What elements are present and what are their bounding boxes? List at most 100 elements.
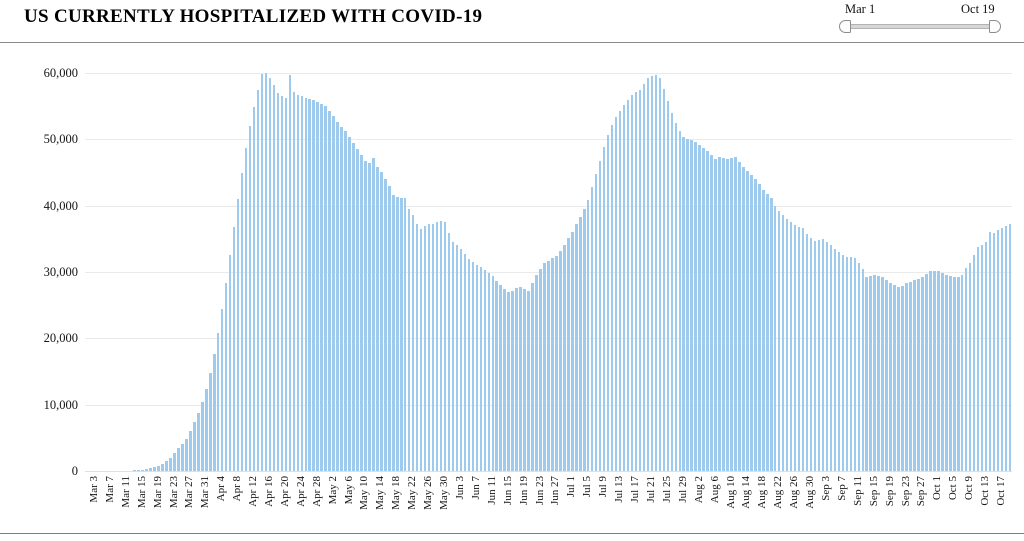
bar bbox=[821, 238, 825, 471]
bar bbox=[205, 389, 208, 471]
bar bbox=[702, 147, 705, 471]
bar bbox=[586, 199, 590, 471]
bar bbox=[165, 460, 168, 471]
bar bbox=[750, 175, 753, 471]
gridline bbox=[85, 205, 1012, 207]
bar bbox=[372, 157, 375, 471]
bar bbox=[1000, 228, 1004, 471]
bar bbox=[968, 262, 972, 471]
gridline bbox=[85, 73, 1012, 74]
bar bbox=[340, 127, 343, 471]
bar bbox=[284, 98, 288, 471]
bar bbox=[742, 166, 745, 471]
bar bbox=[833, 249, 837, 471]
x-axis-tick-label: Apr 16 bbox=[263, 476, 275, 507]
bar bbox=[933, 270, 936, 471]
slider-handle-start[interactable] bbox=[839, 20, 851, 33]
bar bbox=[650, 75, 654, 471]
x-axis-tick-label: Sep 27 bbox=[915, 476, 928, 507]
bar bbox=[590, 187, 594, 471]
bar bbox=[1004, 226, 1008, 471]
bar bbox=[415, 223, 419, 471]
bar bbox=[980, 244, 984, 471]
x-axis-tick-label: Apr 28 bbox=[310, 476, 323, 507]
bar bbox=[710, 154, 713, 471]
bar bbox=[181, 443, 184, 471]
bar bbox=[531, 282, 534, 471]
bar bbox=[296, 94, 300, 471]
bar bbox=[467, 258, 471, 471]
gridline bbox=[85, 471, 1012, 472]
x-axis-tick-label: Mar 3 bbox=[87, 476, 100, 503]
bar bbox=[157, 466, 160, 471]
bar bbox=[841, 254, 845, 471]
bar bbox=[658, 77, 662, 471]
y-axis-tick-label: 20,000 bbox=[43, 331, 78, 346]
bar bbox=[495, 281, 498, 471]
bar bbox=[145, 469, 148, 471]
bar bbox=[674, 123, 678, 471]
bar bbox=[805, 233, 809, 471]
bar bbox=[264, 73, 268, 471]
bar bbox=[185, 438, 188, 471]
bar bbox=[403, 198, 407, 471]
x-axis-tick-label: Mar 23 bbox=[167, 476, 180, 509]
bar bbox=[793, 224, 797, 471]
bar bbox=[320, 104, 323, 471]
bar bbox=[614, 117, 618, 471]
x-axis-tick-label: Oct 13 bbox=[979, 476, 992, 506]
bar bbox=[252, 106, 256, 471]
bar bbox=[754, 179, 757, 471]
bar bbox=[479, 266, 483, 471]
bar bbox=[276, 92, 280, 471]
bar bbox=[260, 74, 264, 471]
slider-handle-end[interactable] bbox=[989, 20, 1001, 33]
x-axis-tick-label: Oct 17 bbox=[995, 476, 1008, 506]
x-axis-tick-label: Aug 22 bbox=[772, 476, 785, 509]
bar bbox=[471, 262, 475, 471]
x-axis-tick-label: Mar 19 bbox=[151, 476, 164, 509]
bar bbox=[726, 159, 729, 471]
bar bbox=[228, 255, 232, 471]
x-axis-tick-label: May 18 bbox=[390, 476, 403, 510]
bar bbox=[988, 232, 992, 471]
y-axis-tick-label: 0 bbox=[71, 464, 78, 478]
bar bbox=[189, 430, 192, 471]
bar bbox=[901, 285, 904, 471]
x-axis-tick-label: Apr 12 bbox=[247, 476, 260, 507]
bar bbox=[773, 206, 777, 471]
bar bbox=[220, 309, 224, 471]
bar bbox=[328, 110, 331, 471]
bar bbox=[730, 157, 733, 471]
x-axis-tick-label: May 30 bbox=[438, 476, 451, 510]
bar bbox=[487, 273, 491, 471]
bar bbox=[817, 239, 821, 471]
bar bbox=[789, 221, 793, 471]
x-axis-tick-label: Jun 23 bbox=[533, 476, 546, 506]
bar bbox=[762, 189, 765, 471]
bar bbox=[567, 237, 570, 471]
bar bbox=[396, 197, 399, 471]
bar bbox=[670, 112, 674, 471]
bar bbox=[678, 131, 681, 471]
bar bbox=[392, 195, 395, 471]
bar bbox=[268, 77, 272, 471]
bar bbox=[300, 96, 304, 471]
bar bbox=[610, 125, 614, 471]
bar bbox=[288, 75, 292, 471]
bar bbox=[873, 274, 876, 471]
bar bbox=[519, 287, 522, 471]
x-axis-tick-label: Jul 1 bbox=[565, 476, 578, 498]
bar bbox=[889, 282, 892, 471]
x-axis-tick-label: Apr 4 bbox=[215, 476, 228, 502]
x-axis-tick-label: Aug 18 bbox=[756, 476, 769, 509]
bar bbox=[579, 216, 582, 471]
bar bbox=[280, 96, 284, 471]
bar bbox=[559, 250, 562, 471]
bar bbox=[499, 285, 502, 471]
x-axis-tick-label: Jul 5 bbox=[581, 476, 594, 498]
bar bbox=[571, 231, 574, 471]
x-axis-tick-label: Oct 1 bbox=[931, 476, 944, 501]
bar bbox=[388, 186, 391, 471]
bar bbox=[356, 148, 359, 471]
